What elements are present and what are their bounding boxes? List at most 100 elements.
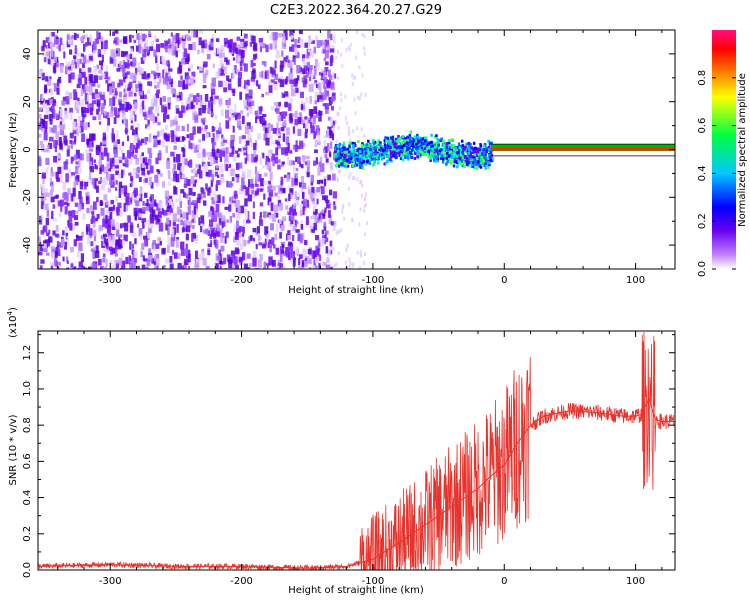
heatmap-cell (332, 125, 335, 133)
heatmap-cell (324, 91, 330, 97)
heatmap-cell (268, 180, 271, 185)
heatmap-cell (405, 141, 409, 145)
heatmap-cell (63, 135, 68, 144)
heatmap-cell (233, 224, 236, 233)
heatmap-cell (141, 152, 145, 156)
heatmap-cell (100, 145, 104, 153)
heatmap-cell (423, 136, 426, 140)
colorbar-tick-label: 0.4 (697, 165, 708, 181)
heatmap-cell (156, 89, 159, 97)
heatmap-cell (264, 226, 269, 236)
heatmap-cell (401, 153, 405, 157)
snr-y-multiplier: (x104) (6, 307, 19, 338)
heatmap-cell (281, 249, 284, 254)
heatmap-cell (115, 180, 118, 185)
heatmap-cell (398, 153, 401, 157)
heatmap-cell (94, 93, 99, 99)
heatmap-cell (355, 55, 358, 60)
heatmap-cell (70, 193, 74, 202)
heatmap-cell (211, 34, 215, 39)
heatmap-cell (50, 261, 55, 266)
heatmap-cell (77, 52, 82, 57)
snr-y-tick-label: 1.2 (22, 345, 33, 361)
heatmap-cell (383, 143, 387, 147)
heatmap-cell (471, 158, 474, 162)
heatmap-cell (349, 152, 353, 156)
heatmap-cell (48, 107, 52, 112)
heatmap-cell (354, 153, 357, 157)
heatmap-cell (311, 83, 314, 92)
heatmap-cell (69, 112, 73, 121)
heatmap-cell (238, 233, 243, 238)
heatmap-cell (90, 241, 94, 247)
heatmap-cell (243, 33, 248, 39)
heatmap-cell (98, 121, 102, 125)
heatmap-cell (168, 68, 173, 72)
heatmap-cell (372, 163, 376, 167)
heatmap-cell (193, 30, 196, 38)
heatmap-cell (148, 124, 151, 130)
heatmap-cell (204, 93, 209, 102)
heatmap-cell (384, 137, 388, 141)
heatmap-cell (320, 186, 325, 195)
heatmap-cell (117, 98, 123, 103)
heatmap-cell (78, 261, 83, 268)
heatmap-cell (223, 80, 228, 86)
heatmap-cell (407, 152, 410, 156)
heatmap-cell (220, 44, 225, 52)
heatmap-cell (359, 154, 362, 158)
heatmap-cell (157, 131, 160, 137)
heatmap-cell (273, 39, 277, 48)
heatmap-cell (40, 192, 45, 200)
heatmap-cell (38, 106, 43, 111)
heatmap-cell (360, 127, 363, 132)
heatmap-cell (94, 180, 97, 190)
heatmap-cell (91, 80, 96, 87)
heatmap-cell (117, 111, 121, 118)
heatmap-cell (337, 164, 341, 168)
heatmap-cell (337, 161, 341, 165)
heatmap-cell (194, 263, 200, 269)
heatmap-cell (363, 204, 366, 209)
heatmap-cell (218, 122, 221, 131)
heatmap-cell (74, 135, 77, 143)
heatmap-cell (93, 159, 96, 163)
heatmap-cell (136, 123, 140, 130)
heatmap-cell (216, 47, 221, 55)
heatmap-cell (160, 43, 165, 48)
heatmap-cell (86, 235, 91, 245)
heatmap-cell (300, 186, 304, 192)
heatmap-cell (155, 55, 158, 64)
heatmap-cell (102, 257, 106, 263)
heatmap-cell (323, 226, 327, 231)
heatmap-cell (309, 111, 313, 119)
heatmap-cell (313, 67, 317, 76)
heatmap-cell (176, 223, 179, 233)
heatmap-cell (170, 45, 174, 53)
snr-y-tick-label: 1.0 (22, 381, 33, 397)
heatmap-cell (333, 120, 337, 125)
heatmap-cell (348, 175, 351, 180)
heatmap-cell (252, 201, 255, 209)
heatmap-cell (183, 158, 188, 166)
heatmap-cell (122, 68, 126, 78)
heatmap-cell (202, 257, 207, 266)
heatmap-cell (458, 150, 462, 154)
heatmap-cell (161, 139, 165, 148)
heatmap-cell (355, 156, 359, 160)
heatmap-cell (138, 35, 143, 42)
heatmap-cell (207, 230, 211, 237)
heatmap-cell (262, 153, 265, 159)
heatmap-cell (190, 101, 194, 110)
heatmap-cell (269, 243, 272, 253)
heatmap-cell (334, 152, 337, 156)
heatmap-cell (472, 148, 475, 152)
heatmap-cell (123, 90, 127, 100)
heatmap-cell (421, 148, 425, 152)
heatmap-cell (68, 210, 73, 216)
heatmap-cell (282, 188, 286, 193)
heatmap-cell (361, 152, 364, 156)
heatmap-cell (98, 60, 103, 66)
heatmap-cell (128, 34, 132, 43)
